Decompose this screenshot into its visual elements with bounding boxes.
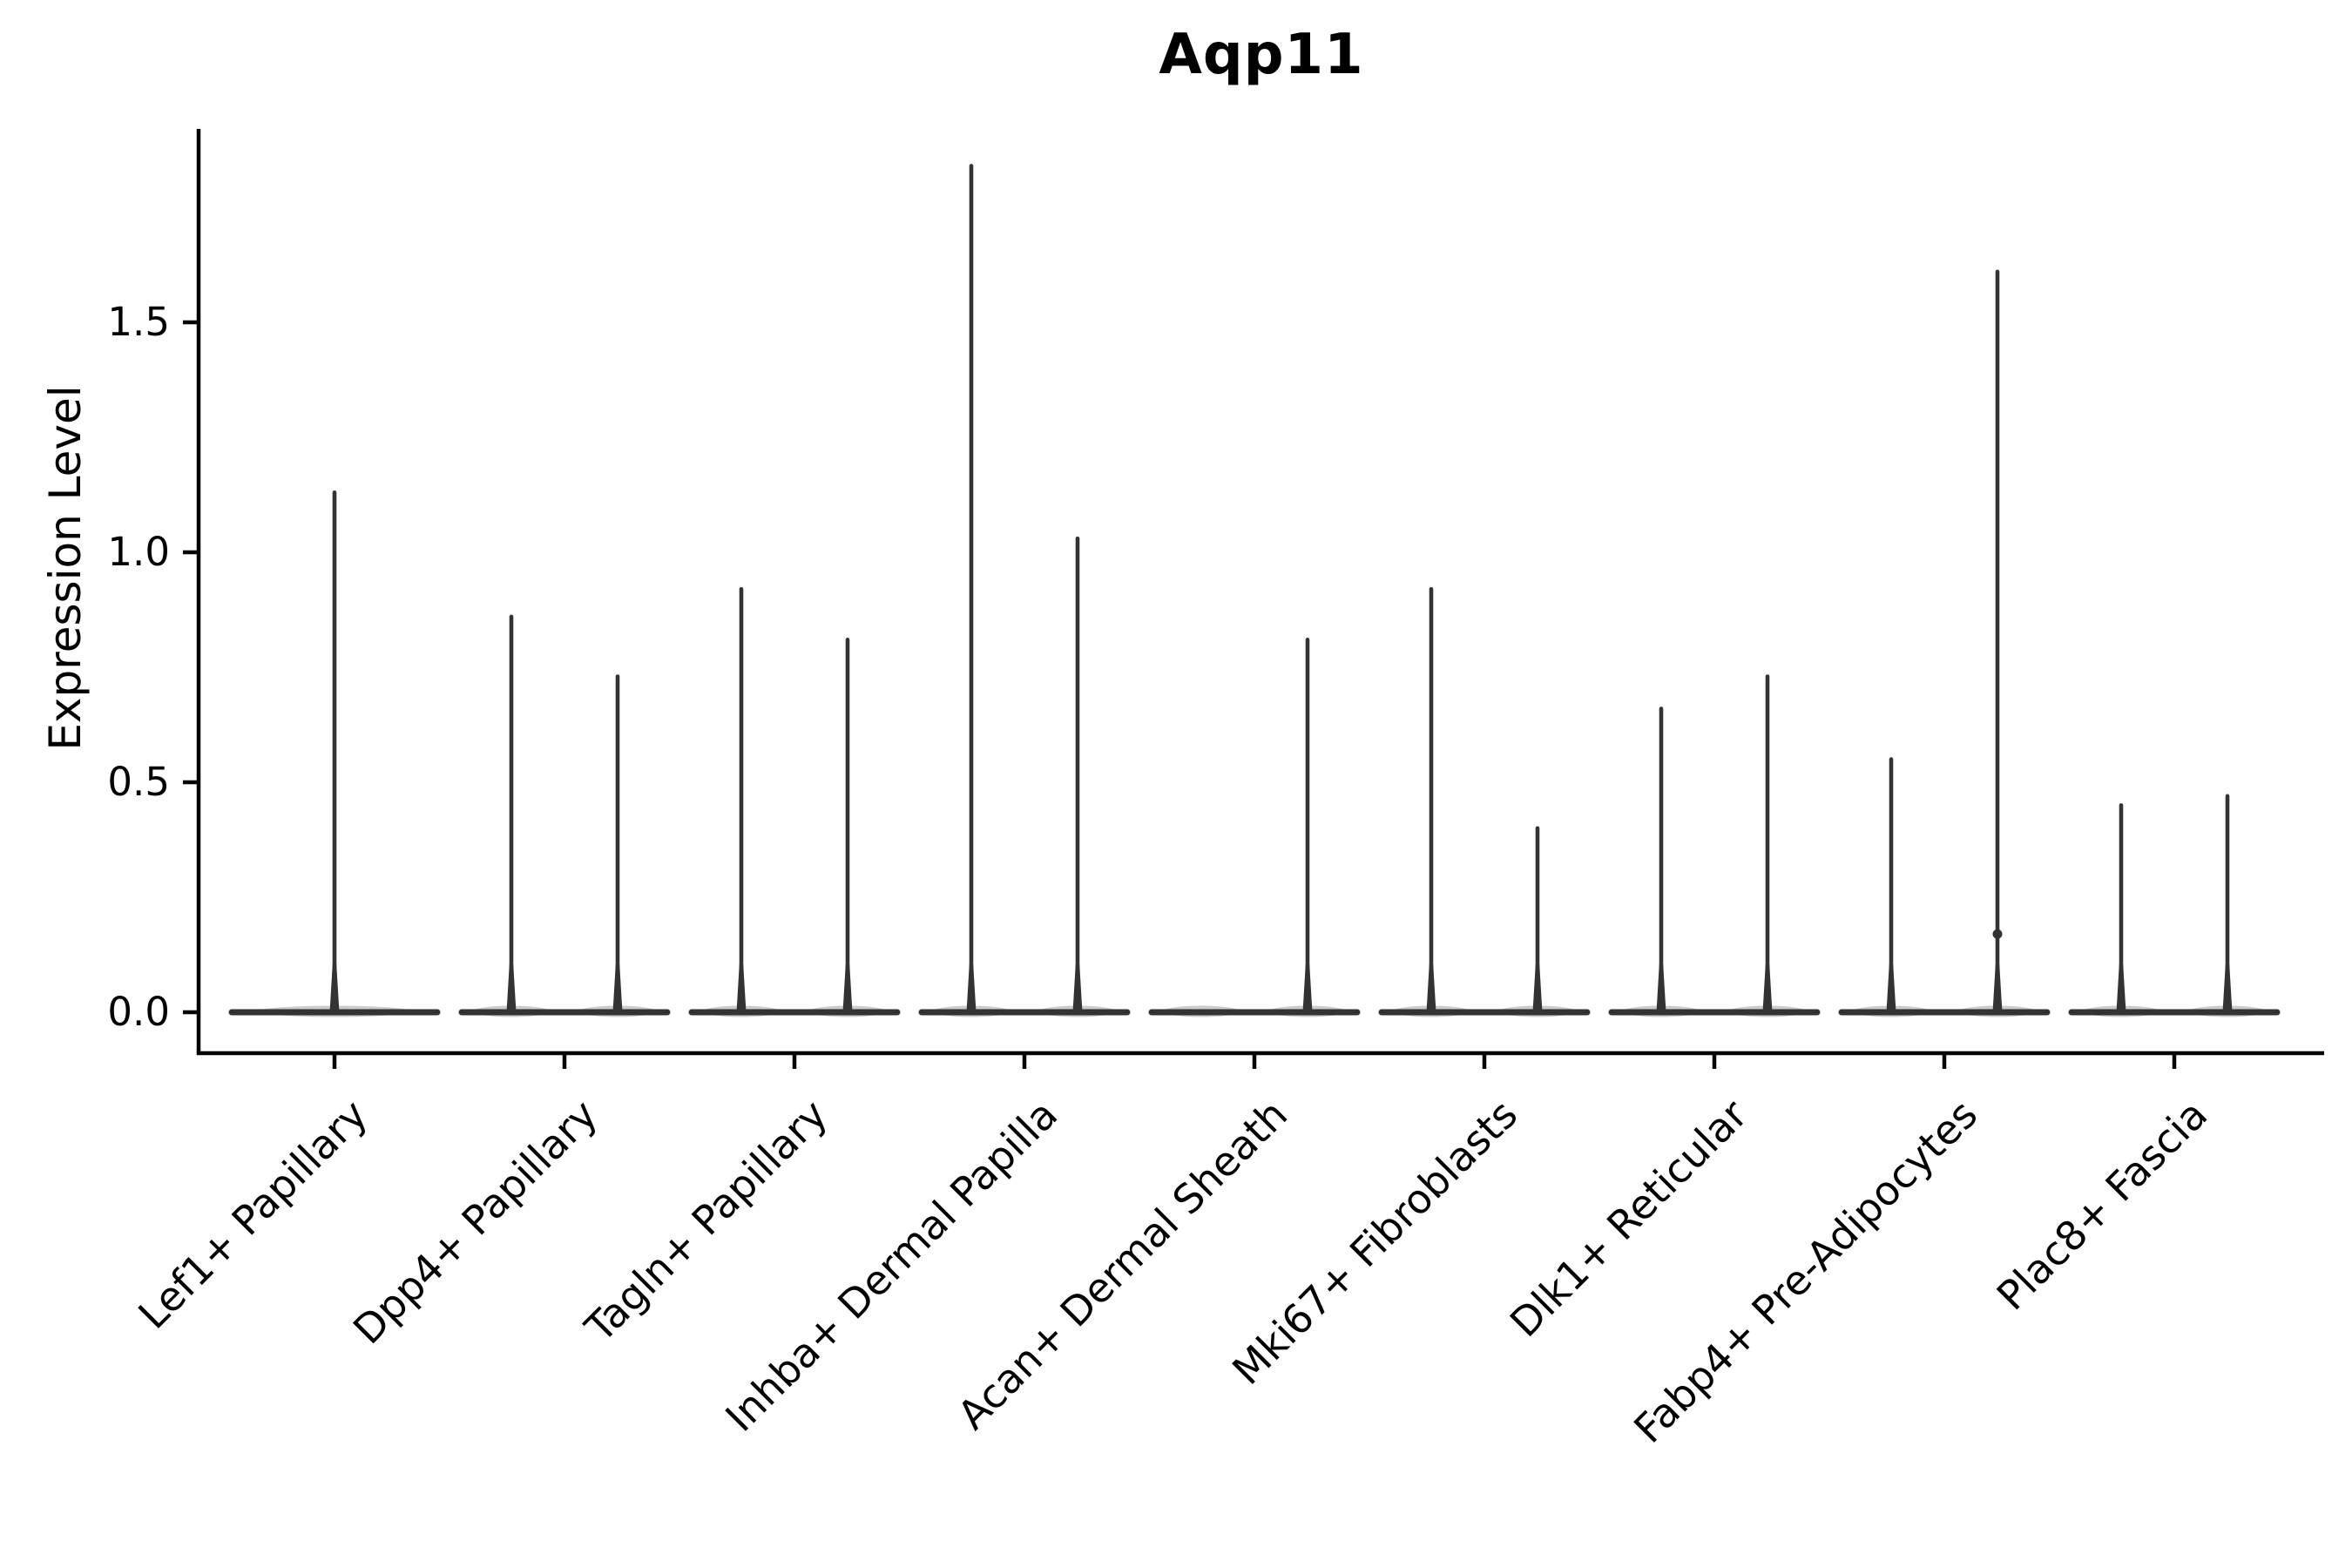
violin-spike-base: [1992, 964, 2003, 1012]
axes-spines: [196, 129, 2324, 1056]
violin-spike-base: [966, 964, 977, 1012]
violin-spike-base: [612, 964, 623, 1012]
violin-spike-base: [329, 964, 340, 1012]
violin-spike-base: [2222, 964, 2233, 1012]
y-tick-label: 1.0: [107, 529, 170, 575]
chart-title: Aqp11: [1159, 23, 1364, 87]
violin-spike-base: [842, 964, 853, 1012]
y-tick-label: 1.5: [107, 299, 170, 345]
violin-spike-base: [1762, 964, 1773, 1012]
violin-spike-base: [2116, 964, 2126, 1012]
violin-spike-base: [1426, 964, 1436, 1012]
y-tick-label: 0.5: [107, 759, 170, 805]
violin-spike-base: [1656, 964, 1666, 1012]
violin-spike-base: [506, 964, 517, 1012]
violin-spike-base: [1072, 964, 1083, 1012]
violin-spike-base: [1302, 964, 1313, 1012]
violin-spike-base: [736, 964, 747, 1012]
y-tick-label: 0.0: [107, 989, 170, 1035]
violin-spike-base: [1532, 964, 1543, 1012]
violin-bump: [1992, 929, 2003, 939]
violin-spike-base: [1886, 964, 1896, 1012]
